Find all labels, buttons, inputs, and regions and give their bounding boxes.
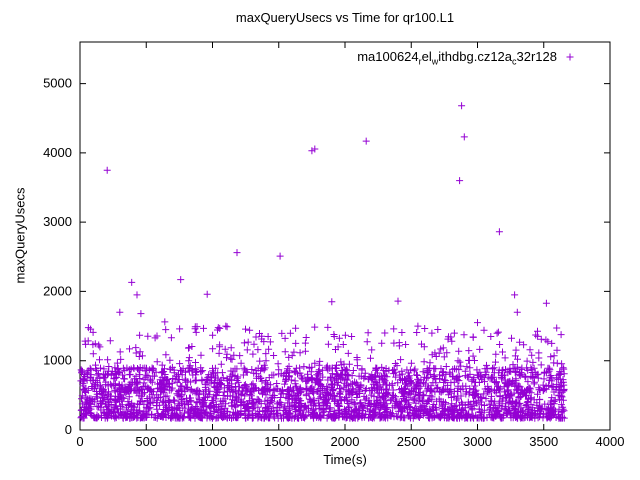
legend-text-part: ithdbg.cz12a — [438, 49, 513, 64]
legend-text-part: w — [431, 56, 439, 67]
svg-text:4000: 4000 — [596, 434, 625, 449]
legend-text-part: el — [421, 49, 432, 64]
svg-text:0: 0 — [65, 422, 72, 437]
x-axis-label: Time(s) — [323, 452, 367, 467]
svg-text:0: 0 — [76, 434, 83, 449]
svg-text:2000: 2000 — [43, 283, 72, 298]
svg-text:3500: 3500 — [529, 434, 558, 449]
svg-text:2000: 2000 — [331, 434, 360, 449]
legend-text-part: 32r128 — [516, 49, 557, 64]
chart-title: maxQueryUsecs vs Time for qr100.L1 — [235, 10, 455, 25]
svg-text:4000: 4000 — [43, 145, 72, 160]
legend-label: ma100624relwithdbg.cz12ac32r128 — [357, 49, 557, 67]
svg-text:3000: 3000 — [463, 434, 492, 449]
svg-text:5000: 5000 — [43, 76, 72, 91]
legend-text-part: ma100624 — [357, 49, 419, 64]
svg-text:2500: 2500 — [397, 434, 426, 449]
legend-text-part: r — [418, 56, 422, 67]
svg-text:1000: 1000 — [43, 353, 72, 368]
svg-text:1500: 1500 — [264, 434, 293, 449]
svg-text:500: 500 — [135, 434, 157, 449]
legend-text-part: c — [512, 56, 517, 67]
y-axis-label: maxQueryUsecs — [12, 187, 28, 284]
svg-text:3000: 3000 — [43, 214, 72, 229]
svg-text:1000: 1000 — [198, 434, 227, 449]
